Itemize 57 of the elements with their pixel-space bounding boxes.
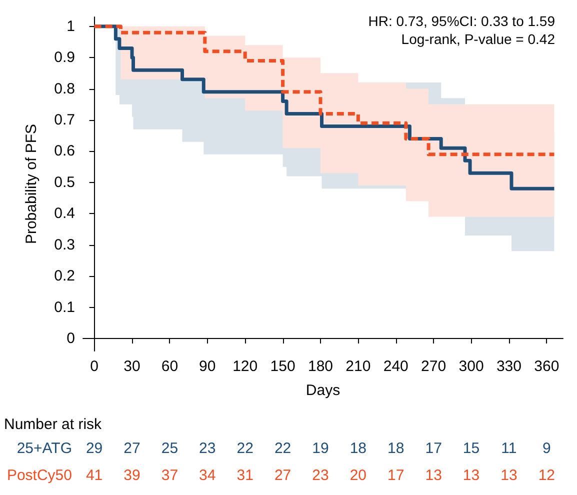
y-tick-label: 0.3 <box>54 236 75 254</box>
y-tick-label: 0.7 <box>54 112 75 129</box>
y-tick-label: 0 <box>66 330 75 348</box>
text: 17 <box>425 440 442 457</box>
text: PostCy50 <box>6 467 72 484</box>
text: 11 <box>501 440 517 457</box>
y-tick-label: 1 <box>66 18 75 35</box>
x-tick-label: 120 <box>232 358 258 375</box>
y-axis-title: Probability of PFS <box>23 124 40 244</box>
text: 17 <box>388 467 404 484</box>
text: 15 <box>462 440 480 457</box>
x-tick-label: 240 <box>383 358 408 375</box>
y-tick-label: 0.6 <box>54 142 75 160</box>
text: 13 <box>425 467 442 484</box>
text: 37 <box>161 467 178 484</box>
x-tick-label: 210 <box>346 358 371 375</box>
text: 13 <box>500 467 518 484</box>
text: 23 <box>199 440 216 457</box>
x-axis-title: Days <box>306 382 340 399</box>
text: 27 <box>274 467 292 484</box>
text: 12 <box>538 467 556 484</box>
y-tick-label: 0.5 <box>54 174 75 191</box>
text: 20 <box>350 467 367 484</box>
text: 23 <box>312 467 329 484</box>
x-tick-label: 300 <box>458 358 484 375</box>
text: 9 <box>542 440 551 457</box>
x-tick-label: 90 <box>199 358 216 375</box>
text: 34 <box>199 467 216 484</box>
x-tick-label: 150 <box>270 358 296 375</box>
y-tick-label: 0.9 <box>54 49 75 66</box>
text: 39 <box>124 467 140 484</box>
text: 19 <box>312 440 329 457</box>
text: 31 <box>236 467 254 484</box>
y-tick-label: 0.4 <box>54 205 75 222</box>
x-tick-label: 330 <box>496 358 522 375</box>
x-tick-label: 0 <box>90 358 98 375</box>
y-tick-label: 0.8 <box>54 80 75 98</box>
annotation: Log-rank, P-value = 0.42 <box>401 31 556 47</box>
x-tick-label: 270 <box>421 358 446 375</box>
y-tick-label: 0.1 <box>54 298 75 316</box>
x-tick-label: 60 <box>161 358 178 375</box>
text: 41 <box>86 467 103 484</box>
text: 27 <box>124 440 140 457</box>
text: 18 <box>388 440 404 457</box>
text: 25+ATG <box>16 440 72 457</box>
text: Number at risk <box>4 416 102 433</box>
text: 25 <box>161 440 178 457</box>
text: 13 <box>462 467 480 484</box>
text: 29 <box>86 440 103 457</box>
x-tick-label: 180 <box>308 358 334 375</box>
x-tick-label: 30 <box>124 358 140 375</box>
y-tick-label: 0.2 <box>54 268 75 285</box>
x-tick-label: 360 <box>534 358 560 375</box>
text: 22 <box>274 440 292 457</box>
text: 18 <box>350 440 367 457</box>
text: 22 <box>236 440 254 457</box>
annotation: HR: 0.73, 95%CI: 0.33 to 1.59 <box>368 13 556 29</box>
